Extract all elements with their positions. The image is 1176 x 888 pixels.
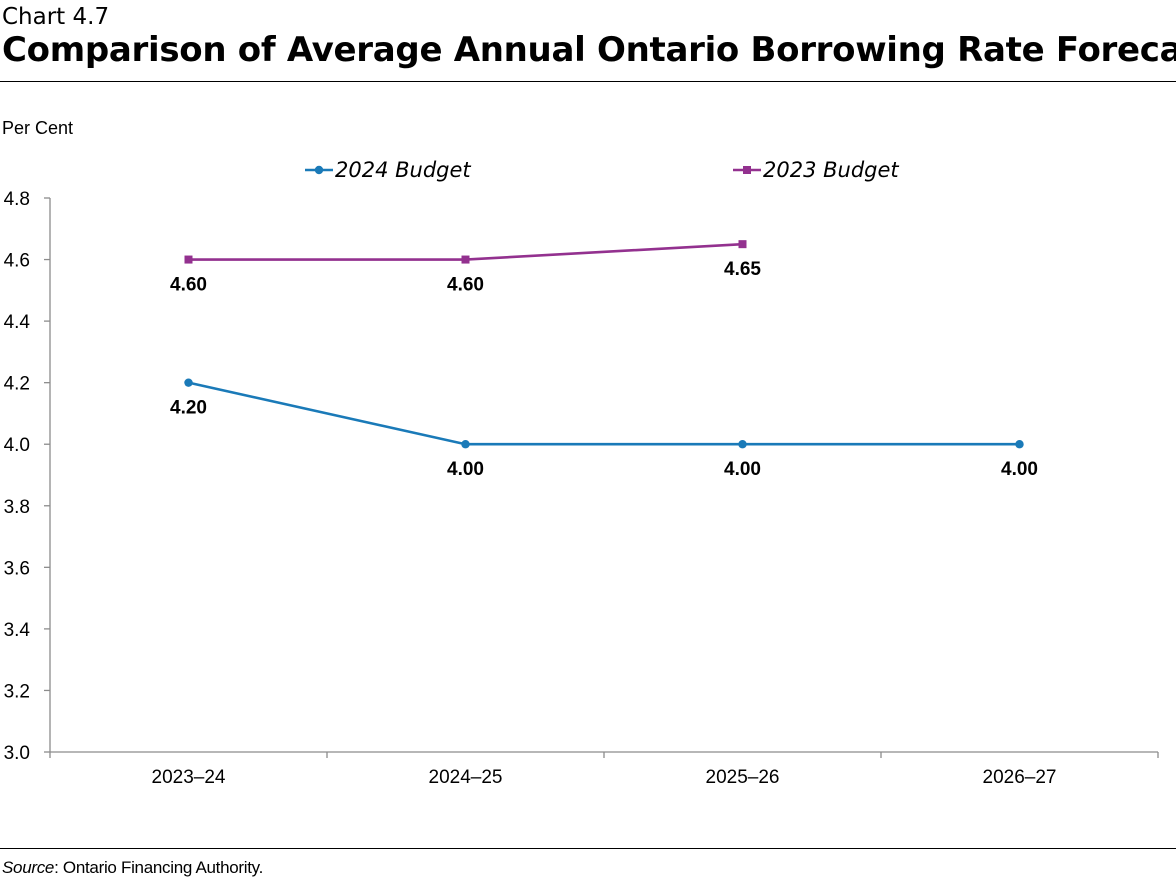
y-tick-label: 4.6	[4, 251, 30, 272]
data-label-2: 4.60	[170, 275, 207, 296]
chart-title: Comparison of Average Annual Ontario Bor…	[2, 30, 1176, 70]
source-text: : Ontario Financing Authority.	[54, 858, 264, 877]
source-label: Source	[2, 858, 55, 877]
x-tick-label: 2023–24	[152, 767, 226, 788]
y-tick-label: 4.8	[4, 189, 30, 210]
data-label-2: 4.60	[447, 275, 484, 296]
legend-label: 2024 Budget	[335, 158, 471, 182]
y-tick-label: 3.0	[4, 743, 30, 764]
data-point-1	[738, 440, 747, 449]
data-label-1: 4.20	[170, 398, 207, 419]
y-tick-label: 3.4	[4, 620, 31, 641]
legend-marker	[314, 165, 324, 175]
y-axis-title: Per Cent	[2, 118, 73, 138]
y-tick-label: 3.6	[4, 558, 30, 579]
y-tick-label: 4.0	[4, 435, 30, 456]
data-label-1: 4.00	[1001, 459, 1038, 480]
footer-divider	[0, 848, 1176, 849]
series-line-1	[188, 381, 1020, 446]
data-point-2	[461, 255, 470, 264]
legend-label: 2023 Budget	[763, 158, 899, 182]
x-tick-label: 2026–27	[983, 767, 1057, 788]
line-chart: 3.0 3.2 3.4 3.6 3.8 4.0 4.2 4.4 4.6 4.8 2023–24 202…	[2, 118, 1159, 788]
y-tick-label: 4.4	[4, 312, 31, 333]
data-label-1: 4.00	[724, 459, 761, 480]
x-tick-label: 2025–26	[706, 767, 780, 788]
title-divider	[0, 81, 1176, 82]
data-point-1	[184, 378, 193, 387]
data-point-2	[184, 255, 193, 264]
chart-number: Chart 4.7	[2, 4, 110, 30]
data-point-2	[738, 240, 747, 249]
y-tick-label: 4.2	[4, 374, 30, 395]
data-point-1	[461, 440, 470, 449]
y-tick-label: 3.8	[4, 497, 30, 518]
data-label-1: 4.00	[447, 459, 484, 480]
data-point-1	[1015, 440, 1024, 449]
source-note: Source: Ontario Financing Authority.	[2, 858, 263, 878]
data-label-2: 4.65	[724, 259, 761, 280]
legend-marker	[743, 166, 751, 174]
x-tick-label: 2024–25	[429, 767, 503, 788]
y-tick-label: 3.2	[4, 681, 30, 702]
